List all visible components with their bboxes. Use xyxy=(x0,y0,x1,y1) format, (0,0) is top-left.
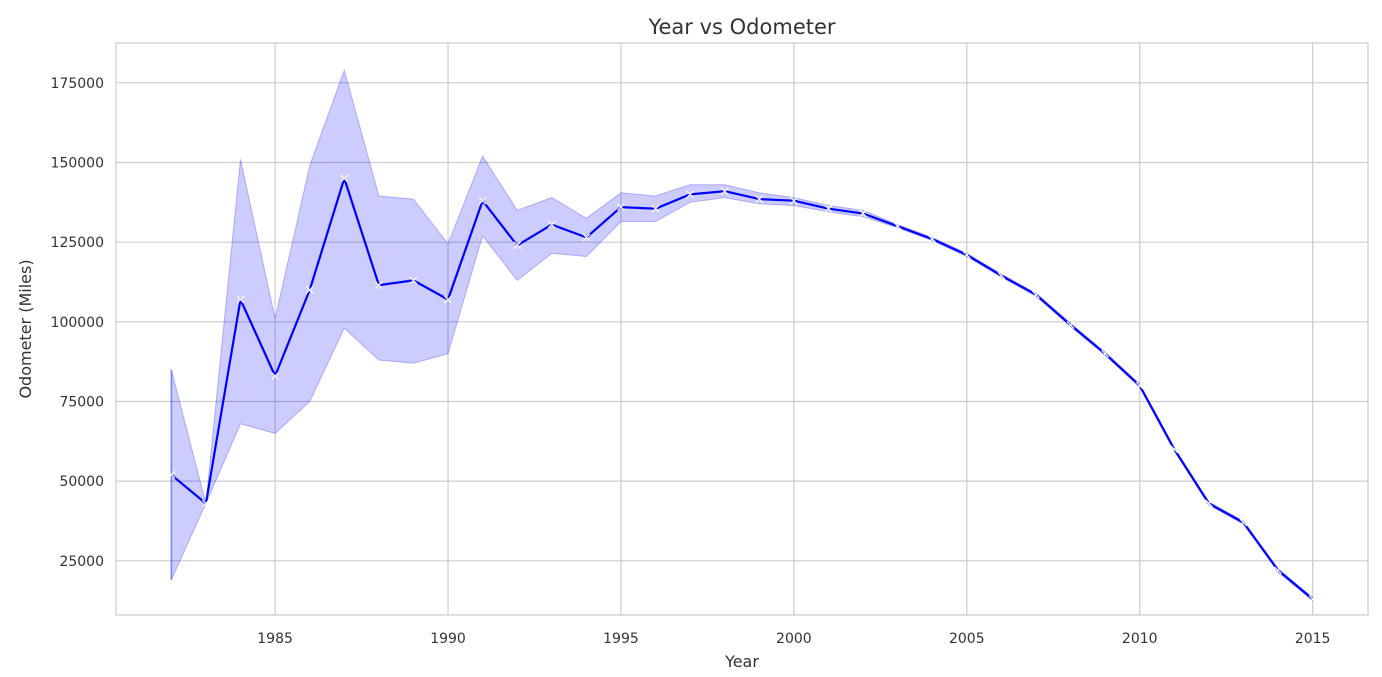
data-point-marker xyxy=(1101,349,1110,358)
y-tick-label: 100000 xyxy=(51,315,104,331)
data-point-marker xyxy=(409,276,418,285)
data-point-marker xyxy=(789,196,798,205)
y-tick-label: 25000 xyxy=(59,554,104,570)
data-point-marker xyxy=(824,204,833,213)
chart-title: Year vs Odometer xyxy=(647,15,835,39)
data-point-marker xyxy=(547,220,556,229)
x-tick-label: 1985 xyxy=(257,631,293,647)
data-point-marker xyxy=(1274,566,1283,575)
x-tick-labels: 1985 1990 1995 2000 2005 2010 2015 xyxy=(257,631,1330,647)
data-point-marker xyxy=(859,209,867,218)
data-point-marker xyxy=(928,235,937,243)
data-point-marker xyxy=(305,286,314,294)
data-point-marker xyxy=(201,499,210,508)
data-point-marker xyxy=(651,204,660,213)
x-tick-label: 2000 xyxy=(776,631,812,647)
confidence-band-layer xyxy=(170,68,1314,602)
x-tick-label: 2015 xyxy=(1295,631,1331,647)
data-point-marker xyxy=(720,187,729,196)
data-point-marker xyxy=(1204,499,1213,508)
y-tick-label: 175000 xyxy=(51,76,104,92)
x-tick-label: 2010 xyxy=(1122,631,1158,647)
y-tick-label: 75000 xyxy=(59,394,104,410)
data-point-marker xyxy=(340,174,349,183)
data-point-marker xyxy=(755,195,764,204)
y-tick-label: 125000 xyxy=(51,235,104,251)
y-tick-labels: 25000 50000 75000 100000 125000 150000 175000 xyxy=(51,76,104,570)
data-point-marker xyxy=(444,295,452,304)
x-tick-label: 2005 xyxy=(949,631,985,647)
data-point-marker xyxy=(513,241,522,250)
data-point-marker xyxy=(271,372,280,380)
marker-layer xyxy=(167,174,1317,603)
data-point-marker xyxy=(374,281,383,290)
data-point-marker xyxy=(1170,445,1179,454)
data-point-marker xyxy=(167,470,176,479)
data-point-marker xyxy=(962,250,971,259)
series-line-layer xyxy=(170,177,1314,600)
data-point-marker xyxy=(997,271,1006,280)
y-tick-label: 50000 xyxy=(59,474,104,490)
data-point-marker xyxy=(893,222,902,231)
data-point-marker xyxy=(236,295,245,304)
data-point-marker xyxy=(1135,381,1144,390)
x-tick-label: 1995 xyxy=(603,631,639,647)
y-tick-label: 150000 xyxy=(51,155,104,171)
x-axis-label: Year xyxy=(724,652,759,671)
data-point-marker xyxy=(686,190,695,199)
data-point-marker xyxy=(478,196,487,205)
plot-frame xyxy=(115,42,1369,616)
data-point-marker xyxy=(1066,321,1075,329)
data-point-marker xyxy=(1032,290,1040,299)
data-point-marker xyxy=(582,233,591,242)
x-tick-label: 1990 xyxy=(430,631,466,647)
data-point-marker xyxy=(1308,595,1317,603)
series-line xyxy=(170,177,1314,600)
data-point-marker xyxy=(617,203,625,212)
y-axis-label: Odometer (Miles) xyxy=(16,259,35,398)
data-point-marker xyxy=(1239,518,1248,527)
confidence-band xyxy=(170,68,1314,602)
